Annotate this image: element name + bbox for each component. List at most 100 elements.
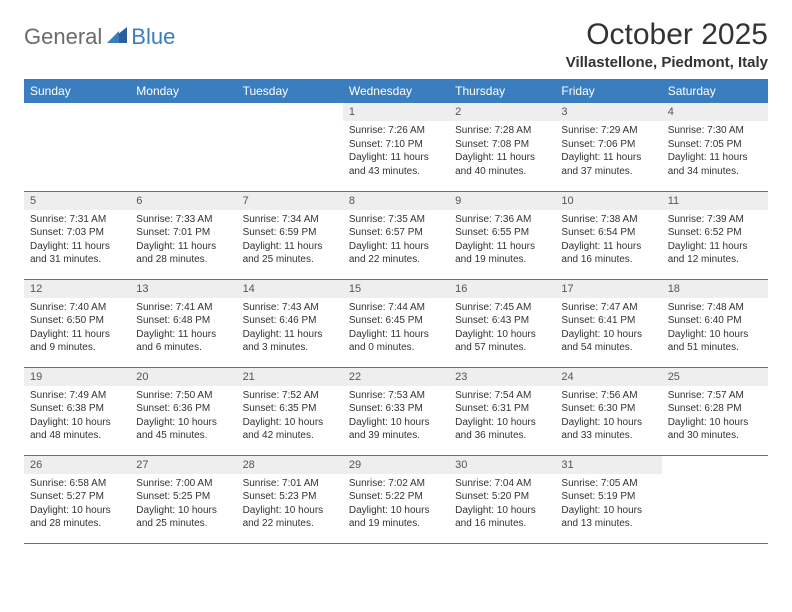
detail-line: Sunrise: 7:43 AM [243,301,337,315]
day-number: 22 [343,368,449,386]
day-number: 14 [237,280,343,298]
detail-line: Daylight: 11 hours [455,240,549,254]
day-number: 23 [449,368,555,386]
detail-line: Sunrise: 7:00 AM [136,477,230,491]
day-cell: 28Sunrise: 7:01 AMSunset: 5:23 PMDayligh… [237,455,343,543]
day-number: 20 [130,368,236,386]
detail-line: Daylight: 11 hours [136,240,230,254]
day-cell: 23Sunrise: 7:54 AMSunset: 6:31 PMDayligh… [449,367,555,455]
day-details: Sunrise: 7:36 AMSunset: 6:55 PMDaylight:… [449,210,555,271]
detail-line: Sunset: 6:54 PM [561,226,655,240]
day-number: 26 [24,456,130,474]
day-number: 8 [343,192,449,210]
detail-line: and 37 minutes. [561,165,655,179]
day-cell: 10Sunrise: 7:38 AMSunset: 6:54 PMDayligh… [555,191,661,279]
detail-line: Sunset: 6:57 PM [349,226,443,240]
detail-line: Sunset: 6:45 PM [349,314,443,328]
day-details: Sunrise: 7:45 AMSunset: 6:43 PMDaylight:… [449,298,555,359]
detail-line: and 48 minutes. [30,429,124,443]
day-number: 1 [343,103,449,121]
detail-line: and 45 minutes. [136,429,230,443]
detail-line: and 22 minutes. [243,517,337,531]
detail-line: Sunrise: 7:01 AM [243,477,337,491]
detail-line: Sunrise: 7:05 AM [561,477,655,491]
detail-line: and 31 minutes. [30,253,124,267]
day-cell [662,455,768,543]
detail-line: Sunrise: 7:31 AM [30,213,124,227]
detail-line: Daylight: 10 hours [561,504,655,518]
day-details: Sunrise: 7:54 AMSunset: 6:31 PMDaylight:… [449,386,555,447]
day-details: Sunrise: 7:50 AMSunset: 6:36 PMDaylight:… [130,386,236,447]
detail-line: and 42 minutes. [243,429,337,443]
day-number: 13 [130,280,236,298]
day-cell: 3Sunrise: 7:29 AMSunset: 7:06 PMDaylight… [555,103,661,191]
day-number: 27 [130,456,236,474]
detail-line: Sunset: 7:05 PM [668,138,762,152]
day-cell: 19Sunrise: 7:49 AMSunset: 6:38 PMDayligh… [24,367,130,455]
detail-line: and 3 minutes. [243,341,337,355]
detail-line: Daylight: 10 hours [668,328,762,342]
logo-text-blue: Blue [131,24,175,50]
detail-line: and 43 minutes. [349,165,443,179]
detail-line: Sunset: 6:30 PM [561,402,655,416]
week-row: 5Sunrise: 7:31 AMSunset: 7:03 PMDaylight… [24,191,768,279]
detail-line: Sunrise: 7:53 AM [349,389,443,403]
day-number: 30 [449,456,555,474]
detail-line: Sunrise: 7:49 AM [30,389,124,403]
detail-line: Daylight: 11 hours [30,240,124,254]
day-details: Sunrise: 7:57 AMSunset: 6:28 PMDaylight:… [662,386,768,447]
logo-sail-icon [105,25,129,50]
detail-line: Daylight: 10 hours [136,416,230,430]
day-number: 16 [449,280,555,298]
day-number: 3 [555,103,661,121]
logo: General Blue [24,24,175,50]
day-number: 24 [555,368,661,386]
day-number: 4 [662,103,768,121]
detail-line: Sunrise: 7:02 AM [349,477,443,491]
detail-line: Sunset: 5:19 PM [561,490,655,504]
detail-line: and 19 minutes. [349,517,443,531]
detail-line: Sunrise: 7:30 AM [668,124,762,138]
day-number [662,456,768,462]
day-details: Sunrise: 7:40 AMSunset: 6:50 PMDaylight:… [24,298,130,359]
detail-line: and 0 minutes. [349,341,443,355]
day-cell: 15Sunrise: 7:44 AMSunset: 6:45 PMDayligh… [343,279,449,367]
day-cell: 25Sunrise: 7:57 AMSunset: 6:28 PMDayligh… [662,367,768,455]
detail-line: Sunset: 6:48 PM [136,314,230,328]
day-details: Sunrise: 7:41 AMSunset: 6:48 PMDaylight:… [130,298,236,359]
day-details: Sunrise: 7:43 AMSunset: 6:46 PMDaylight:… [237,298,343,359]
day-details: Sunrise: 7:34 AMSunset: 6:59 PMDaylight:… [237,210,343,271]
detail-line: Daylight: 10 hours [668,416,762,430]
day-number: 21 [237,368,343,386]
detail-line: Sunset: 6:41 PM [561,314,655,328]
detail-line: Sunrise: 7:34 AM [243,213,337,227]
day-cell [24,103,130,191]
day-header: Tuesday [237,79,343,103]
detail-line: Sunset: 6:46 PM [243,314,337,328]
day-header: Saturday [662,79,768,103]
detail-line: Sunset: 6:33 PM [349,402,443,416]
detail-line: Sunset: 6:28 PM [668,402,762,416]
day-details: Sunrise: 7:05 AMSunset: 5:19 PMDaylight:… [555,474,661,535]
detail-line: and 28 minutes. [30,517,124,531]
detail-line: Sunset: 6:38 PM [30,402,124,416]
detail-line: Sunset: 7:03 PM [30,226,124,240]
day-details: Sunrise: 7:00 AMSunset: 5:25 PMDaylight:… [130,474,236,535]
day-details: Sunrise: 7:48 AMSunset: 6:40 PMDaylight:… [662,298,768,359]
detail-line: Daylight: 10 hours [243,504,337,518]
day-cell: 18Sunrise: 7:48 AMSunset: 6:40 PMDayligh… [662,279,768,367]
detail-line: and 16 minutes. [455,517,549,531]
detail-line: Sunrise: 7:28 AM [455,124,549,138]
detail-line: and 6 minutes. [136,341,230,355]
detail-line: Daylight: 11 hours [561,151,655,165]
detail-line: Sunrise: 7:45 AM [455,301,549,315]
detail-line: Sunset: 5:22 PM [349,490,443,504]
week-row: 1Sunrise: 7:26 AMSunset: 7:10 PMDaylight… [24,103,768,191]
detail-line: Sunrise: 7:39 AM [668,213,762,227]
day-details: Sunrise: 7:33 AMSunset: 7:01 PMDaylight:… [130,210,236,271]
detail-line: Daylight: 11 hours [668,151,762,165]
detail-line: Sunrise: 7:57 AM [668,389,762,403]
detail-line: Sunrise: 7:54 AM [455,389,549,403]
calendar-table: Sunday Monday Tuesday Wednesday Thursday… [24,79,768,544]
day-details: Sunrise: 7:29 AMSunset: 7:06 PMDaylight:… [555,121,661,182]
